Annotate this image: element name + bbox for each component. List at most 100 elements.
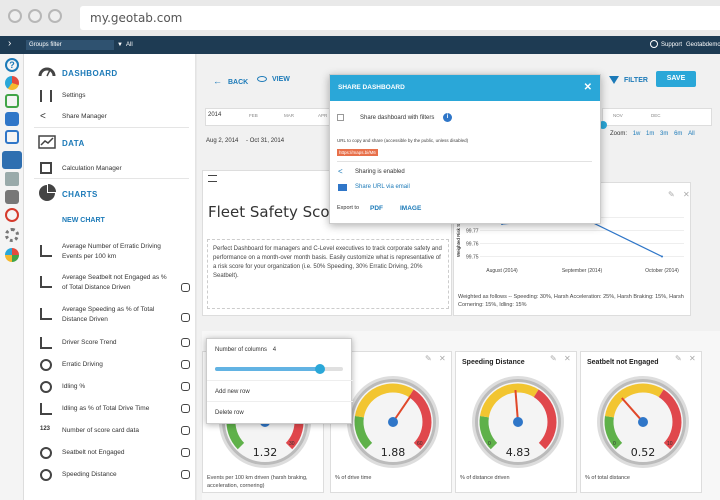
edit-icon[interactable]: ✎ — [550, 354, 557, 363]
link-icon[interactable] — [181, 448, 190, 457]
modal-title: SHARE DASHBOARD — [338, 84, 405, 91]
gauge-card: Seatbelt not Engaged ✎ ✕ 0 10 0.52 % of total … — [580, 351, 702, 493]
gauge-icon — [40, 469, 52, 481]
pie-chart-icon[interactable] — [5, 76, 19, 90]
timeline-month: DEC — [651, 113, 661, 118]
link-icon[interactable] — [181, 404, 190, 413]
data-point[interactable] — [661, 255, 663, 258]
dashboard-app-icon[interactable] — [2, 151, 22, 169]
map-icon[interactable] — [5, 94, 19, 108]
export-pdf-button[interactable]: PDF — [370, 205, 383, 212]
sidebar-chart-item[interactable]: Average Speeding as % of Total Distance … — [24, 305, 196, 327]
columns-text: Number of columns — [215, 347, 268, 353]
modal-header: SHARE DASHBOARD ✕ — [330, 75, 600, 101]
gauge-needle — [621, 397, 644, 423]
share-url-field[interactable]: https://maps.bi/M6 — [337, 149, 378, 156]
timeline-year: 2014 — [208, 112, 222, 118]
sidebar-chart-item[interactable]: Average Number of Erratic Driving Events… — [24, 242, 196, 264]
maximize-window-icon[interactable] — [48, 9, 62, 23]
vehicle-icon[interactable] — [5, 112, 19, 126]
columns-slider-handle[interactable] — [314, 364, 325, 374]
zoom-3m[interactable]: 3m — [660, 131, 669, 137]
edit-icon[interactable]: ✎ — [425, 354, 432, 363]
menu-icon[interactable] — [208, 175, 217, 182]
gauge-scale-low: 0 — [488, 441, 491, 447]
support-link[interactable]: Support — [661, 42, 683, 48]
link-icon[interactable] — [181, 426, 190, 435]
add-row-button[interactable]: Add new row — [215, 389, 250, 395]
gear-icon[interactable] — [5, 228, 19, 242]
email-icon — [338, 184, 347, 191]
gauge-icon — [40, 359, 52, 371]
gauge-scale-high: 60 — [417, 441, 423, 447]
link-icon[interactable] — [181, 360, 190, 369]
chart-item-label: Seatbelt not Engaged — [62, 449, 125, 456]
link-icon[interactable] — [181, 382, 190, 391]
close-icon[interactable]: ✕ — [439, 354, 446, 363]
zoom-6m[interactable]: 6m — [674, 131, 683, 137]
zoom-all[interactable]: All — [688, 131, 695, 137]
info-icon[interactable]: i — [443, 113, 452, 122]
delete-row-button[interactable]: Delete row — [215, 410, 244, 416]
arrow-left-icon: ← — [213, 76, 222, 86]
share-email-link[interactable]: Share URL via email — [355, 184, 410, 190]
close-icon[interactable]: ✕ — [689, 354, 696, 363]
columns-slider[interactable] — [215, 364, 343, 374]
device-icon[interactable] — [5, 190, 19, 204]
group-value: All — [126, 42, 133, 48]
view-label: VIEW — [271, 76, 290, 83]
messages-icon[interactable] — [5, 172, 19, 186]
menu-toggle-icon[interactable]: › — [8, 38, 12, 49]
close-window-icon[interactable] — [8, 9, 22, 23]
close-icon[interactable]: ✕ — [564, 354, 571, 363]
divider — [34, 178, 189, 179]
address-bar[interactable]: my.geotab.com — [80, 6, 720, 30]
eye-icon — [257, 76, 267, 83]
zoom-1w[interactable]: 1w — [632, 131, 641, 137]
columns-label: Number of columns 4 — [215, 347, 276, 353]
link-icon[interactable] — [181, 338, 190, 347]
link-icon[interactable] — [181, 313, 190, 322]
groups-dropdown-icon[interactable]: ▼ — [117, 42, 123, 48]
timeline-slider[interactable]: 2014 FEB MAR APR — [205, 108, 335, 126]
timeline-month: NOV — [613, 113, 623, 118]
filter-button[interactable]: FILTER — [609, 76, 648, 84]
funnel-icon — [609, 76, 619, 84]
link-icon[interactable] — [181, 470, 190, 479]
bar-chart-icon — [40, 403, 52, 415]
timeline-slider-right[interactable]: NOV DEC — [602, 108, 712, 126]
link-icon[interactable] — [181, 283, 190, 292]
save-button[interactable]: SAVE — [656, 71, 696, 87]
sidebar-chart-item[interactable]: Average Seatbelt not Engaged as % of Tot… — [24, 273, 196, 295]
chart-item-label: Idling % — [62, 383, 86, 390]
user-menu[interactable]: Geotabdemo — [686, 42, 720, 48]
chart-item-label: Driver Score Trend — [62, 339, 117, 346]
sidebar-data-section[interactable]: DATA — [24, 130, 196, 156]
edit-icon[interactable]: ✎ — [668, 190, 675, 199]
gauge-band — [479, 383, 539, 418]
support-icon[interactable] — [650, 40, 658, 48]
help-icon[interactable]: ? — [5, 58, 19, 72]
activity-icon[interactable] — [5, 130, 19, 144]
gauge-band — [658, 389, 682, 450]
share-filters-checkbox[interactable] — [337, 114, 344, 121]
zoom-1m[interactable]: 1m — [646, 131, 655, 137]
gauge-card: Speeding Distance ✎ ✕ 0 4.83 % of distance dr… — [455, 351, 577, 493]
close-icon[interactable]: ✕ — [583, 82, 592, 93]
sidebar-charts-section[interactable]: CHARTS — [24, 181, 196, 207]
close-icon[interactable]: ✕ — [683, 190, 690, 199]
back-button[interactable]: ← BACK — [213, 76, 248, 86]
timeline-handle[interactable] — [599, 121, 607, 129]
marketplace-icon[interactable] — [5, 248, 19, 262]
block-icon[interactable] — [5, 208, 19, 222]
gauge-band — [408, 389, 432, 450]
groups-filter-input[interactable]: Groups filter — [26, 40, 114, 50]
minimize-window-icon[interactable] — [28, 9, 42, 23]
export-image-button[interactable]: IMAGE — [400, 205, 422, 212]
calculation-manager-label: Calculation Manager — [62, 165, 122, 172]
view-button[interactable]: VIEW — [257, 76, 290, 83]
edit-icon[interactable]: ✎ — [675, 354, 682, 363]
sidebar-dashboard-section[interactable]: DASHBOARD — [24, 60, 196, 86]
date-from: Aug 2, 2014 — [206, 138, 239, 144]
new-chart-button[interactable]: NEW CHART — [62, 217, 105, 224]
